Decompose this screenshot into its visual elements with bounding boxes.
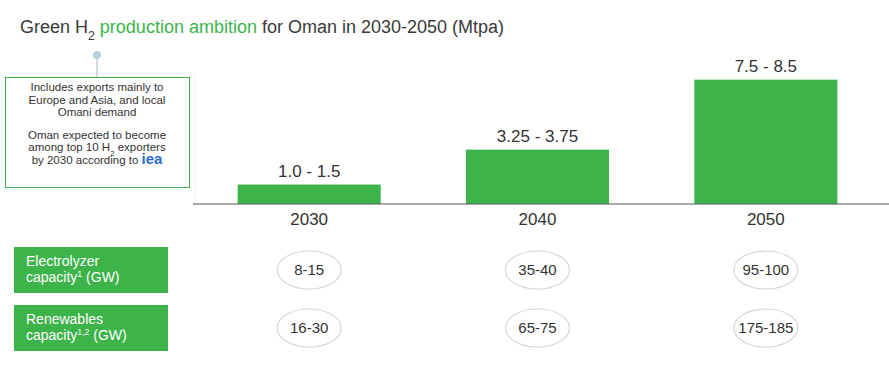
- data-label: 7.5 - 8.5: [735, 57, 797, 76]
- bar: [238, 185, 381, 204]
- text-segment: among top 10 H: [28, 141, 110, 153]
- table-value: 35-40: [518, 261, 556, 278]
- row-label-box: [14, 305, 168, 351]
- row-label: capacity1,2 (GW): [26, 327, 127, 343]
- table-value: 65-75: [518, 319, 556, 336]
- row-label-box: [14, 247, 168, 293]
- text-segment: (GW): [82, 269, 119, 285]
- text-segment: Omani demand: [58, 106, 137, 118]
- text-segment: for Oman in 2030-2050 (Mtpa): [257, 17, 504, 37]
- connector-dot: [93, 51, 101, 59]
- value-ellipse: [506, 309, 570, 347]
- text-segment: iea: [142, 150, 163, 167]
- chart: Green H2 production ambition for Oman in…: [0, 0, 889, 381]
- y-axis-line: [195, 75, 196, 204]
- text-segment: by 2030 according to: [32, 154, 142, 166]
- text-segment: capacity: [26, 327, 77, 343]
- table-value: 95-100: [742, 261, 789, 278]
- data-label: 1.0 - 1.5: [278, 162, 340, 181]
- value-ellipse: [734, 251, 798, 289]
- bar: [466, 150, 609, 204]
- bar: [694, 80, 837, 204]
- row-label: capacity1 (GW): [26, 269, 120, 285]
- title: Green H2 production ambition for Oman in…: [20, 17, 504, 43]
- x-tick-label: 2030: [290, 210, 328, 229]
- table-value: 16-30: [290, 319, 328, 336]
- value-ellipse: [506, 251, 570, 289]
- x-axis-line: [193, 203, 889, 204]
- value-ellipse: [277, 251, 341, 289]
- table-value: 8-15: [294, 261, 324, 278]
- annotation-text: Includes exports mainly to: [31, 81, 164, 93]
- bars: [238, 80, 838, 204]
- annotation-text: Europe and Asia, and local: [29, 94, 166, 106]
- row-label: Electrolyzer: [26, 253, 99, 269]
- annotation-text: Omani demand: [58, 106, 137, 118]
- table-value: 175-185: [738, 319, 793, 336]
- row-label: Renewables: [26, 311, 103, 327]
- x-tick-label: 2040: [519, 210, 557, 229]
- value-ellipse: [277, 309, 341, 347]
- text-segment: production ambition: [95, 17, 257, 37]
- value-ellipse: [734, 309, 798, 347]
- text-segment: Renewables: [26, 311, 103, 327]
- x-tick-label: 2050: [747, 210, 785, 229]
- text-segment: capacity: [26, 269, 77, 285]
- text-segment: Electrolyzer: [26, 253, 99, 269]
- connector: [97, 58, 98, 77]
- text-segment: Includes exports mainly to: [31, 81, 164, 93]
- text-segment: Oman expected to become: [28, 129, 166, 141]
- text-segment: 1,2: [77, 327, 89, 337]
- data-label: 3.25 - 3.75: [497, 127, 578, 146]
- text-segment: Green H: [20, 17, 88, 37]
- annotation-box: [6, 78, 190, 188]
- annotation-text: Oman expected to become: [28, 129, 166, 141]
- text-segment: Europe and Asia, and local: [29, 94, 166, 106]
- text-segment: (GW): [89, 327, 126, 343]
- annotation-text: by 2030 according to iea: [32, 150, 163, 167]
